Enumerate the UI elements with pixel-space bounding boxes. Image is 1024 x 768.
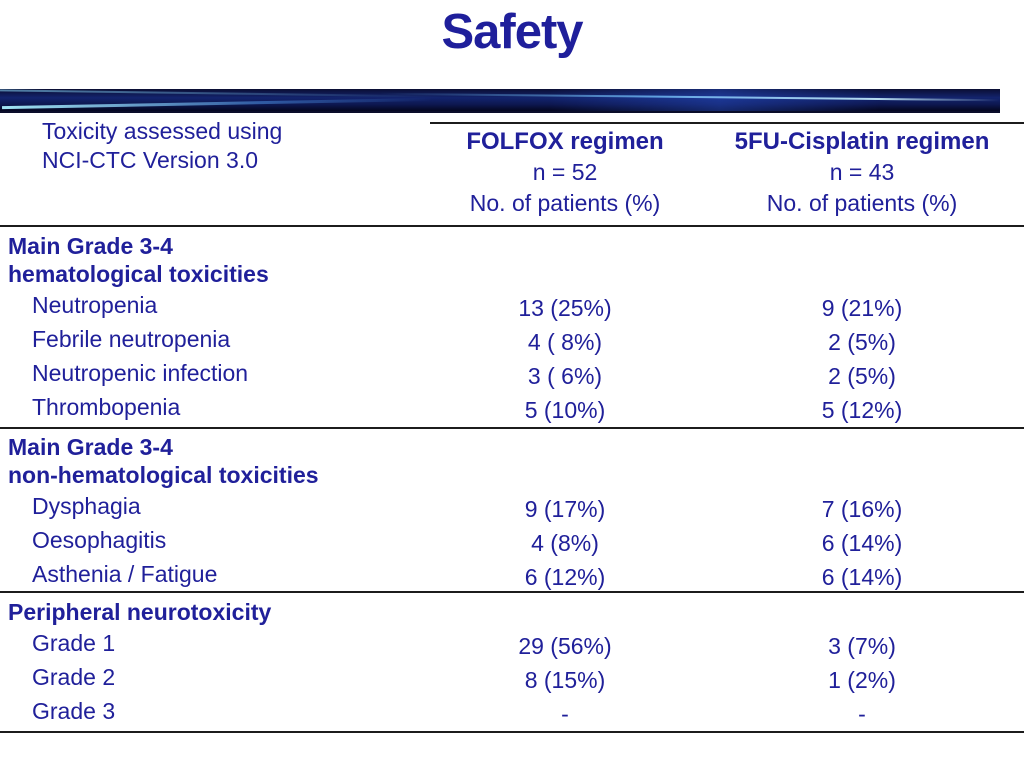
cisplatin-value: 6 (14%) — [821, 564, 903, 590]
table-note-line1: Toxicity assessed using — [42, 118, 283, 144]
cisplatin-column-name: 5FU-Cisplatin regimen — [734, 128, 990, 155]
table-row: Grade 1 29 (56%) 3 (7%) — [0, 626, 1024, 660]
folfox-value: 8 (15%) — [524, 667, 606, 693]
section-header-line1: Peripheral neurotoxicity — [8, 599, 272, 625]
section-header-line1: Main Grade 3-4 — [8, 233, 173, 259]
row-label: Febrile neutropenia — [32, 326, 231, 352]
table-row: Oesophagitis 4 (8%) 6 (14%) — [0, 523, 1024, 557]
folfox-value: 4 (8%) — [531, 530, 599, 556]
table-note-line2: NCI-CTC Version 3.0 — [42, 147, 259, 173]
slide-title: Safety — [441, 5, 583, 59]
folfox-value: 13 (25%) — [518, 295, 612, 321]
folfox-column-name: FOLFOX regimen — [466, 128, 664, 155]
column-header-cisplatin: 5FU-Cisplatin regimen n = 43 No. of pati… — [700, 122, 1024, 225]
table-row: Grade 3 - - — [0, 694, 1024, 728]
section-header-line1: Main Grade 3-4 — [8, 434, 173, 460]
table-row: Neutropenia 13 (25%) 9 (21%) — [0, 288, 1024, 322]
table-row: Thrombopenia 5 (10%) 5 (12%) — [0, 390, 1024, 424]
section-peripheral-neurotoxicity: Peripheral neurotoxicity Grade 1 29 (56%… — [0, 593, 1024, 733]
folfox-value: 5 (10%) — [524, 397, 606, 423]
row-label: Oesophagitis — [32, 527, 167, 553]
folfox-value: 9 (17%) — [524, 496, 606, 522]
table-row: Dysphagia 9 (17%) 7 (16%) — [0, 489, 1024, 523]
section-non-hematological: Main Grade 3-4 non-hematological toxicit… — [0, 429, 1024, 593]
cisplatin-value: 3 (7%) — [828, 633, 896, 659]
folfox-column-unit: No. of patients (%) — [469, 190, 661, 216]
cisplatin-value: 6 (14%) — [821, 530, 903, 556]
row-label: Neutropenia — [32, 292, 158, 318]
section-hematological: Main Grade 3-4 hematological toxicities … — [0, 227, 1024, 429]
section-header-line2: hematological toxicities — [8, 261, 269, 287]
row-label: Thrombopenia — [32, 394, 181, 420]
row-label: Neutropenic infection — [32, 360, 249, 386]
row-label: Dysphagia — [32, 493, 141, 519]
folfox-value: 4 ( 8%) — [527, 329, 603, 355]
cisplatin-column-n: n = 43 — [829, 159, 895, 185]
folfox-column-n: n = 52 — [532, 159, 598, 185]
cisplatin-value: 7 (16%) — [821, 496, 903, 522]
folfox-value: 29 (56%) — [518, 633, 612, 659]
folfox-value: - — [561, 701, 569, 727]
section-header: Peripheral neurotoxicity — [0, 598, 1024, 626]
section-header-line2: non-hematological toxicities — [8, 462, 319, 488]
decorative-bar — [0, 89, 1000, 113]
section-header: Main Grade 3-4 non-hematological toxicit… — [0, 433, 1024, 489]
folfox-value: 6 (12%) — [524, 564, 606, 590]
cisplatin-value: - — [858, 701, 866, 727]
cisplatin-column-unit: No. of patients (%) — [766, 190, 958, 216]
row-label: Grade 1 — [32, 630, 116, 656]
toxicity-table: Toxicity assessed using NCI-CTC Version … — [0, 118, 1024, 733]
table-header-row: Toxicity assessed using NCI-CTC Version … — [0, 118, 1024, 227]
cisplatin-value: 2 (5%) — [828, 363, 896, 389]
cisplatin-value: 9 (21%) — [821, 295, 903, 321]
folfox-value: 3 ( 6%) — [527, 363, 603, 389]
table-row: Asthenia / Fatigue 6 (12%) 6 (14%) — [0, 557, 1024, 591]
cisplatin-value: 1 (2%) — [828, 667, 896, 693]
row-label: Grade 2 — [32, 664, 116, 690]
cisplatin-value: 2 (5%) — [828, 329, 896, 355]
table-row: Neutropenic infection 3 ( 6%) 2 (5%) — [0, 356, 1024, 390]
column-header-folfox: FOLFOX regimen n = 52 No. of patients (%… — [430, 122, 700, 225]
row-label: Grade 3 — [32, 698, 116, 724]
table-note: Toxicity assessed using NCI-CTC Version … — [0, 117, 430, 225]
table-row: Grade 2 8 (15%) 1 (2%) — [0, 660, 1024, 694]
cisplatin-value: 5 (12%) — [821, 397, 903, 423]
table-row: Febrile neutropenia 4 ( 8%) 2 (5%) — [0, 322, 1024, 356]
section-header: Main Grade 3-4 hematological toxicities — [0, 232, 1024, 288]
row-label: Asthenia / Fatigue — [32, 561, 218, 587]
bar-streak — [2, 97, 432, 110]
